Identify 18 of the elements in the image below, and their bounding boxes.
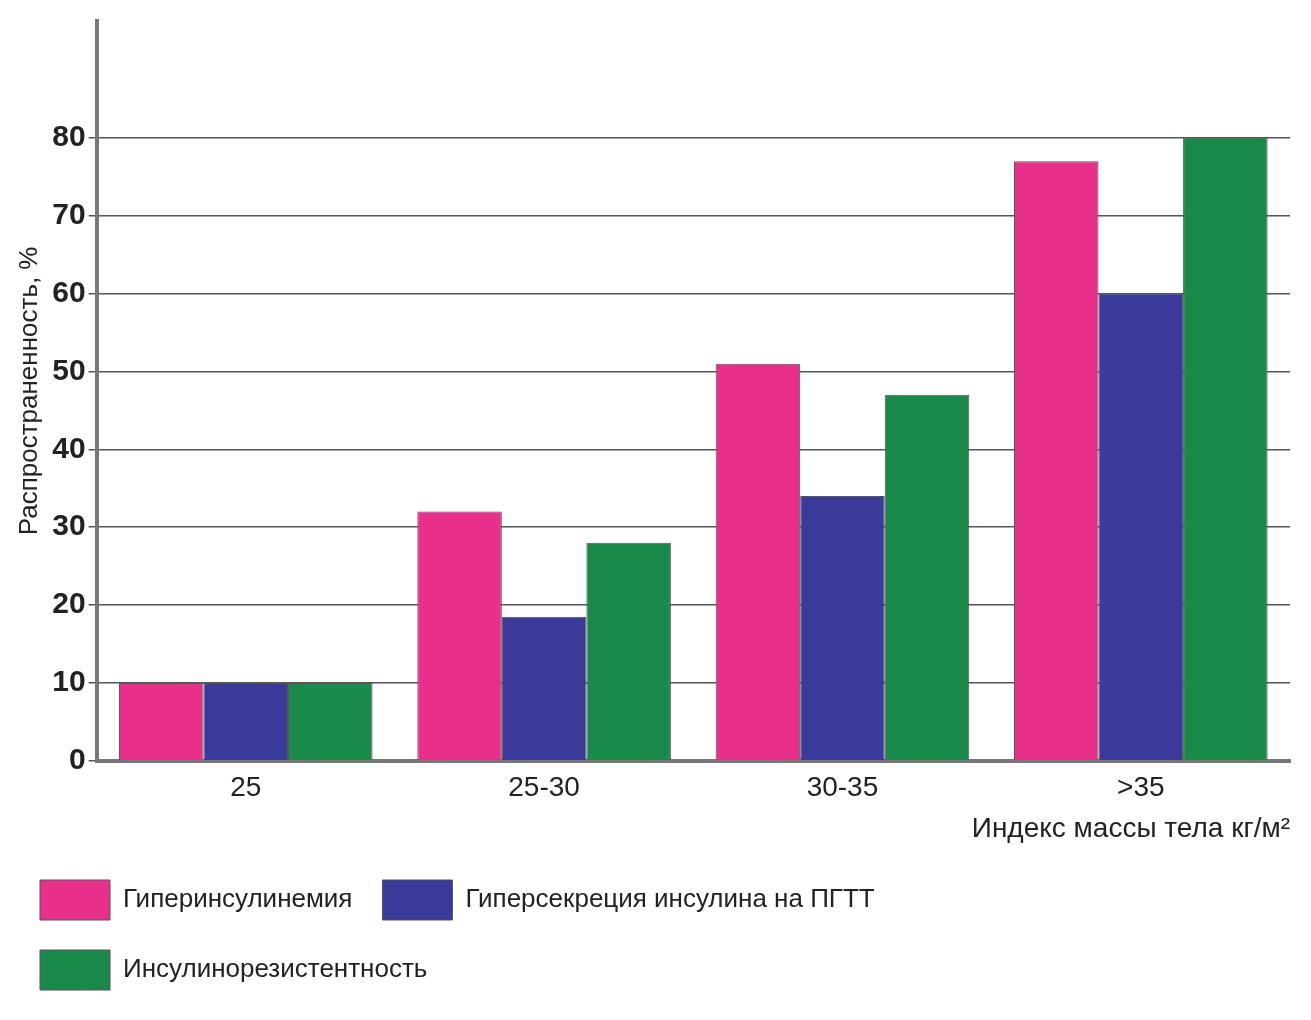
y-tick-label: 10 [52,664,86,698]
x-tick-label: >35 [1117,771,1165,803]
legend-label: Гиперсекреция инсулина на ПГТТ [465,883,875,914]
y-tick-label: 30 [52,508,86,542]
y-tick-label: 50 [52,352,86,386]
x-axis-title: Индекс массы тела кг/м² [971,811,1290,843]
y-tick-label: 20 [52,586,86,620]
legend-label: Гиперинсулинемия [123,883,353,914]
x-tick-label: 25-30 [508,771,580,803]
y-tick-label: 70 [52,196,86,230]
legend-label: Инсулинорезистентность [123,953,428,984]
x-tick-label: 30-35 [806,771,879,803]
y-tick-label: 80 [52,119,86,153]
y-tick-label: 0 [68,742,86,776]
y-tick-label: 60 [52,274,86,308]
x-tick-label: 25 [230,771,262,803]
y-axis-title: Распространенность, % [12,246,43,536]
y-tick-label: 40 [52,430,86,464]
